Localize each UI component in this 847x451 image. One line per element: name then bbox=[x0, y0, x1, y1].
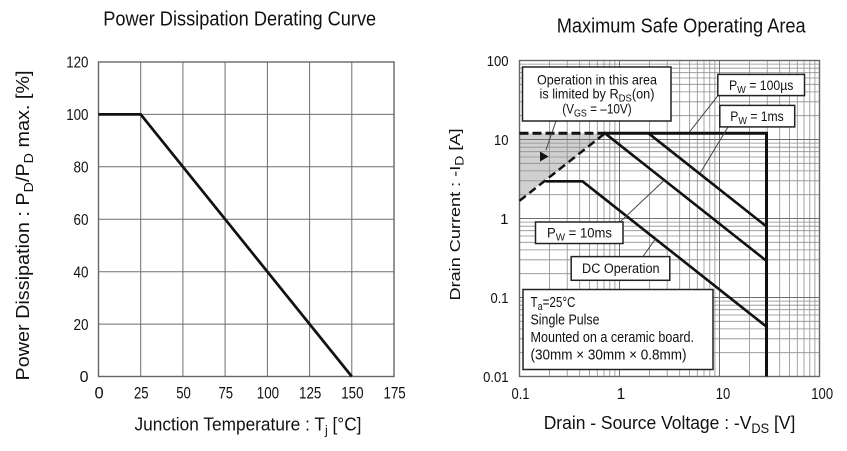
svg-text:0: 0 bbox=[80, 369, 89, 386]
svg-text:0.1: 0.1 bbox=[491, 290, 509, 307]
svg-text:Power Dissipation : PD/PD max.: Power Dissipation : PD/PD max. [%] bbox=[13, 71, 36, 381]
svg-text:Drain - Source Voltage : -VDS: Drain - Source Voltage : -VDS [V] bbox=[544, 412, 796, 436]
svg-text:0.1: 0.1 bbox=[512, 386, 530, 403]
svg-text:Power Dissipation Derating Cur: Power Dissipation Derating Curve bbox=[103, 9, 376, 31]
svg-text:Ta=25°C: Ta=25°C bbox=[531, 295, 576, 313]
svg-text:100: 100 bbox=[257, 385, 279, 403]
svg-text:Junction Temperature : Tj [°C]: Junction Temperature : Tj [°C] bbox=[135, 414, 362, 437]
svg-text:75: 75 bbox=[218, 385, 233, 403]
svg-text:(30mm × 30mm × 0.8mm): (30mm × 30mm × 0.8mm) bbox=[531, 348, 687, 364]
svg-text:50: 50 bbox=[176, 385, 191, 403]
svg-text:1: 1 bbox=[617, 386, 626, 403]
svg-text:1: 1 bbox=[500, 211, 508, 228]
svg-text:Drain Current : -ID [A]: Drain Current : -ID [A] bbox=[447, 129, 467, 301]
svg-text:Single Pulse: Single Pulse bbox=[531, 313, 600, 329]
svg-text:10: 10 bbox=[716, 386, 731, 403]
svg-text:10: 10 bbox=[494, 132, 509, 149]
svg-text:40: 40 bbox=[74, 264, 89, 281]
svg-text:25: 25 bbox=[134, 385, 149, 403]
svg-text:100: 100 bbox=[487, 53, 509, 70]
svg-text:20: 20 bbox=[74, 317, 89, 334]
svg-text:175: 175 bbox=[383, 385, 405, 403]
svg-text:PW = 100µs: PW = 100µs bbox=[729, 77, 794, 96]
svg-text:60: 60 bbox=[74, 212, 89, 229]
svg-text:Maximum Safe Operating Area: Maximum Safe Operating Area bbox=[557, 15, 807, 37]
svg-text:0: 0 bbox=[95, 385, 104, 403]
svg-text:80: 80 bbox=[74, 160, 89, 177]
svg-text:DC Operation: DC Operation bbox=[582, 261, 660, 276]
svg-text:125: 125 bbox=[299, 385, 321, 403]
svg-text:120: 120 bbox=[66, 55, 88, 72]
svg-text:150: 150 bbox=[341, 385, 363, 403]
svg-text:Mounted on a ceramic board.: Mounted on a ceramic board. bbox=[531, 330, 695, 346]
svg-text:Operation in this area: Operation in this area bbox=[537, 72, 657, 88]
svg-text:100: 100 bbox=[66, 107, 88, 124]
svg-text:100: 100 bbox=[811, 386, 833, 403]
svg-text:0.01: 0.01 bbox=[483, 369, 508, 386]
